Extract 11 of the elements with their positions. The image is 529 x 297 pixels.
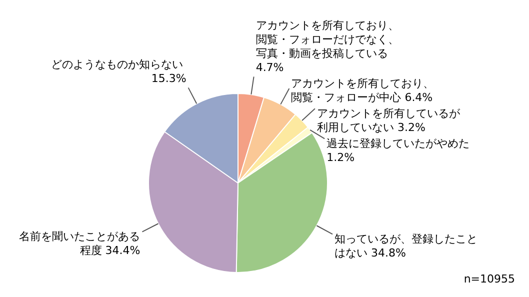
slice-label: 名前を聞いたことがある程度 34.4% [19,230,140,258]
slice-label: アカウントを所有しており、閲覧・フォローだけでなく、写真・動画を投稿している [256,19,399,60]
data-label: 1.2% [326,151,355,164]
slice-label: アカウントを所有しているが利用していない 3.2% [316,107,461,134]
data-label: 4.7% [256,61,284,74]
slice-label: 知っているが、登録したことはない 34.8% [334,232,478,260]
slice-label: アカウントを所有しており、閲覧・フォローが中心 6.4% [291,77,434,104]
slice-label: どのようなものか知らない [50,58,186,72]
data-label: 15.3% [151,72,186,86]
text: n=10955 [464,272,515,286]
slice-label: 過去に登録していたがやめた [326,137,474,150]
